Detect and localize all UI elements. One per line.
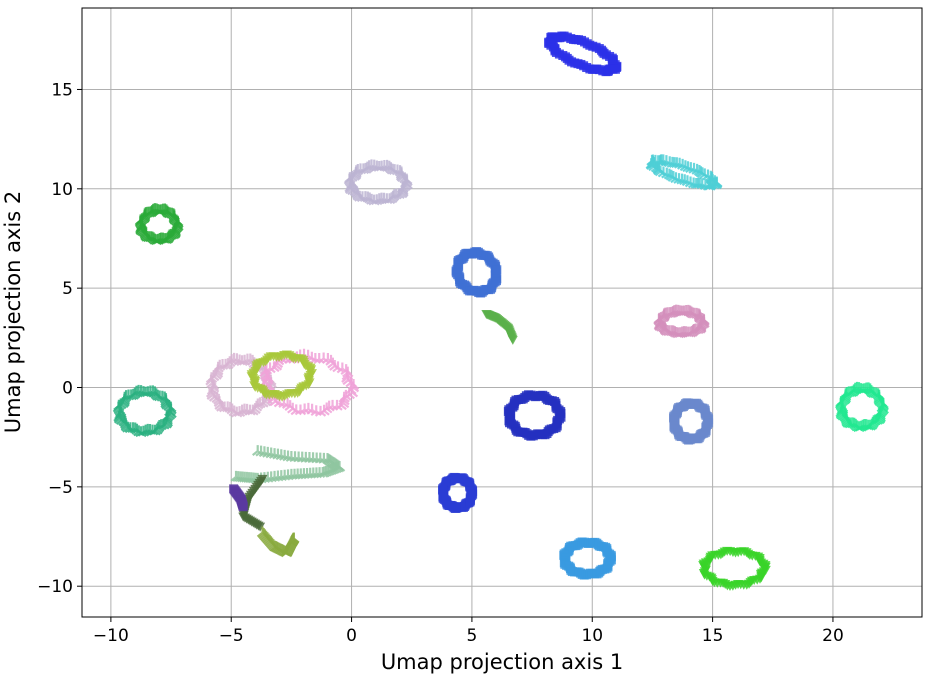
data-point xyxy=(710,178,722,190)
x-axis-label: Umap projection axis 1 xyxy=(381,650,623,674)
y-tick-label: −5 xyxy=(48,478,73,498)
y-tick-label: 10 xyxy=(51,180,73,200)
data-point xyxy=(698,316,710,328)
data-point xyxy=(492,265,502,275)
data-point xyxy=(760,565,771,575)
data-point xyxy=(172,219,184,231)
data-point xyxy=(306,369,317,379)
x-tick-label: 20 xyxy=(822,626,844,646)
data-point xyxy=(610,64,620,74)
x-tick-label: 10 xyxy=(581,626,603,646)
x-tick-label: 0 xyxy=(346,626,357,646)
y-tick-label: −10 xyxy=(37,577,73,597)
y-tick-label: 15 xyxy=(51,80,73,100)
data-point xyxy=(877,403,889,415)
data-point xyxy=(238,502,248,512)
data-point xyxy=(165,407,177,419)
data-points xyxy=(112,31,889,592)
x-tick-label: 15 xyxy=(702,626,724,646)
data-point xyxy=(507,335,518,345)
grid-lines xyxy=(82,8,922,617)
data-point xyxy=(704,418,714,428)
data-point xyxy=(556,412,566,422)
data-point xyxy=(255,522,266,532)
data-point xyxy=(346,386,359,398)
data-point xyxy=(401,178,413,190)
data-point xyxy=(230,470,242,482)
y-tick-label: 0 xyxy=(62,379,73,399)
data-point xyxy=(468,489,478,499)
data-point xyxy=(288,532,300,544)
x-tick-label: −5 xyxy=(219,626,244,646)
data-point xyxy=(606,555,616,565)
axis-ticks: −10 −5 0 5 10 15 20 −10 −5 0 5 10 15 xyxy=(37,80,844,646)
y-tick-label: 5 xyxy=(62,279,73,299)
x-tick-label: −10 xyxy=(93,626,129,646)
plot-frame xyxy=(81,7,923,618)
y-axis-label: Umap projection axis 2 xyxy=(1,191,25,433)
x-tick-label: 5 xyxy=(466,626,477,646)
